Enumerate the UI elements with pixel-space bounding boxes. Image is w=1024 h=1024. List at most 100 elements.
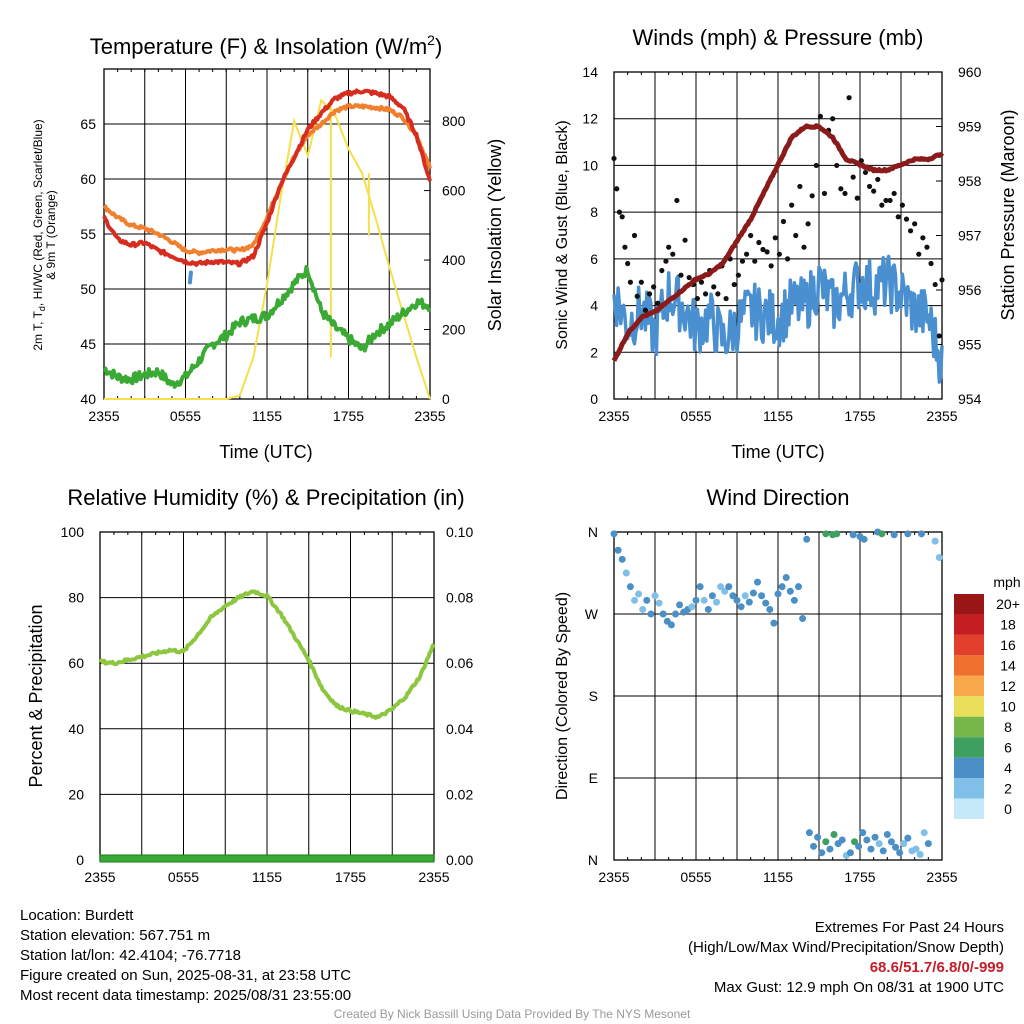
gust-point (655, 300, 661, 306)
winds-x-tick-label: 1755 (844, 408, 875, 424)
winds-left-axis-label: Sonic Wind & Gust (Blue, Black) (554, 120, 571, 349)
direction-point (676, 601, 684, 609)
temperature-y-tick-label: 55 (80, 226, 96, 242)
gust-point (698, 279, 705, 285)
direction-point (708, 592, 716, 600)
temperature-x-tick-label: 2355 (88, 408, 119, 424)
colorbar-label: 4 (1004, 760, 1012, 776)
temperature-y-tick-label: 50 (80, 281, 96, 297)
gust-point (842, 190, 848, 197)
colorbar-swatch (954, 737, 984, 758)
humidity-chart: Relative Humidity (%) & Precipitation (i… (26, 485, 473, 885)
direction-point (626, 583, 634, 591)
colorbar-swatch (954, 655, 984, 676)
colorbar-swatch (954, 757, 984, 779)
direction-point (643, 596, 651, 604)
gust-point (809, 193, 815, 199)
gust-point (887, 197, 893, 204)
direction-point (696, 583, 704, 591)
temperature-right-tick-label: 0 (442, 391, 450, 407)
gust-point (642, 307, 649, 313)
winds-right-tick-label: 955 (958, 337, 982, 353)
temp-2m-line (102, 88, 432, 268)
direction-point (741, 592, 749, 600)
direction-point (614, 546, 622, 554)
direction-point (688, 603, 696, 611)
colorbar-swatch (954, 716, 984, 738)
precip-right-tick-label: 0.08 (446, 590, 473, 606)
gust-point (813, 162, 819, 169)
direction-y-tick-label: N (588, 524, 598, 540)
gust-point (932, 281, 938, 288)
temperature-y-tick-label: 65 (80, 116, 96, 132)
direction-point (863, 836, 871, 844)
gust-point (875, 176, 881, 183)
gust-point (879, 202, 885, 208)
gust-point (674, 197, 680, 204)
direction-point (737, 603, 745, 611)
figure-created: Figure created on Sun, 2025-08-31, at 23… (20, 967, 352, 984)
gust-point (903, 216, 910, 222)
gust-point (883, 197, 889, 204)
humidity-y-tick-label: 100 (61, 524, 85, 540)
direction-point (924, 840, 932, 848)
colorbar-label: 0 (1004, 801, 1012, 817)
precip-right-tick-label: 0.00 (446, 852, 473, 868)
temperature-chart: Temperature (F) & Insolation (W/m2) 2m T… (31, 32, 505, 462)
direction-point (647, 610, 655, 618)
colorbar-label: 14 (1000, 658, 1016, 674)
recent-timestamp: Most recent data timestamp: 2025/08/31 2… (20, 987, 352, 1004)
gust-point (871, 188, 877, 194)
winds-y-tick-label: 6 (590, 251, 598, 267)
direction-point (904, 834, 912, 842)
direction-point (878, 530, 886, 538)
direction-point (729, 592, 737, 600)
gust-point (659, 267, 665, 274)
temperature-left-axis-label: 2m T, Td, HI/WC (Red, Green, Scarlet/Blu… (31, 119, 47, 350)
dewpoint-line (103, 264, 431, 389)
gust-point (776, 251, 782, 257)
direction-y-tick-label: S (589, 688, 598, 704)
gust-point (627, 279, 634, 285)
direction-point (814, 833, 822, 841)
humidity-y-tick-label: 20 (68, 786, 84, 802)
direction-point (635, 590, 643, 598)
direction-y-tick-label: W (585, 606, 599, 622)
pressure-line (611, 123, 945, 362)
winds-chart: Winds (mph) & Pressure (mb) Sonic Wind &… (554, 25, 1018, 462)
temperature-chart-title: Temperature (F) & Insolation (W/m2) (90, 32, 443, 59)
direction-point (826, 845, 834, 853)
gust-point (891, 190, 897, 197)
gust-point (789, 202, 795, 208)
colorbar-label: 10 (1000, 699, 1016, 715)
direction-point (717, 583, 725, 591)
direction-point (890, 531, 898, 539)
colorbar-label: 12 (1000, 678, 1016, 694)
direction-point (879, 847, 887, 855)
temperature-x-axis-label: Time (UTC) (219, 442, 312, 462)
direction-point (639, 605, 647, 613)
gust-point (838, 186, 844, 192)
winds-right-axis-label: Station Pressure (Maroon) (998, 109, 1018, 320)
colorbar-swatch (954, 675, 984, 697)
colorbar-swatch (954, 634, 984, 656)
direction-point (692, 596, 700, 604)
direction-point (786, 587, 794, 595)
colorbar-label: 16 (1000, 637, 1016, 653)
gust-point (780, 218, 787, 225)
temperature-x-tick-label: 2355 (414, 408, 445, 424)
direction-point (867, 845, 875, 853)
gust-point (735, 272, 741, 278)
extremes-title: Extremes For Past 24 Hours (814, 919, 1004, 936)
direction-x-tick-label: 1155 (763, 869, 793, 885)
gust-point (711, 284, 717, 290)
direction-point (622, 569, 630, 577)
winds-right-tick-label: 959 (958, 119, 982, 135)
direction-point (887, 838, 895, 846)
direction-point (912, 845, 920, 853)
precip-right-tick-label: 0.02 (446, 786, 473, 802)
direction-point (704, 605, 712, 613)
humidity-x-tick-label: 0555 (168, 869, 199, 885)
humidity-x-tick-label: 2355 (418, 869, 449, 885)
